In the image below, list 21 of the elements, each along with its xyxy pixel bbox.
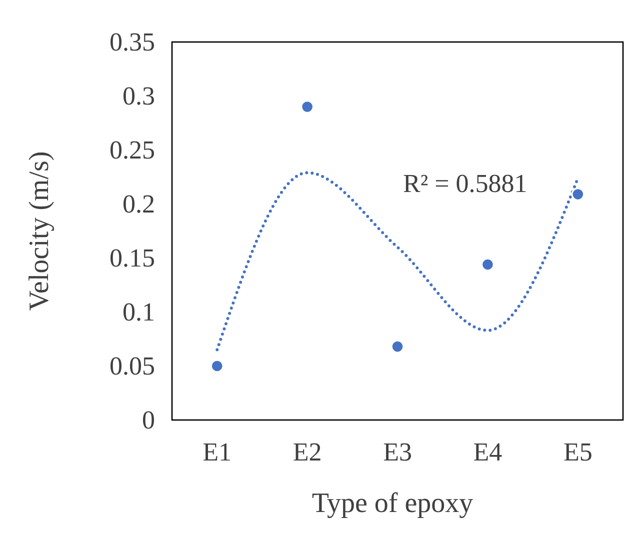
point (210, 359, 224, 373)
x-tick-label: E3 (383, 437, 412, 466)
point (481, 258, 494, 272)
x-tick-label: E4 (473, 437, 502, 466)
y-tick-label: 0 (142, 405, 155, 434)
y-tick-label: 0.3 (122, 81, 155, 110)
annotation: R² = 0.5881 (403, 169, 528, 198)
point (571, 188, 585, 201)
x-tick-label: E2 (292, 437, 322, 466)
point (300, 100, 314, 114)
x-axis-title: Type of epoxy (312, 488, 474, 519)
y-tick-label: 0.05 (110, 351, 155, 380)
y-tick-label: 0.15 (110, 243, 155, 272)
y-tick-label: 0.2 (122, 189, 155, 218)
y-tick-label: 0.35 (110, 27, 155, 56)
y-tick-label: 0.1 (122, 297, 155, 326)
x-tick-label: E5 (563, 437, 592, 466)
point (390, 340, 404, 354)
y-tick-label: 0.25 (110, 135, 155, 164)
x-tick-label: E1 (202, 437, 232, 466)
y-axis-title: Velocity (m/s) (24, 151, 55, 311)
